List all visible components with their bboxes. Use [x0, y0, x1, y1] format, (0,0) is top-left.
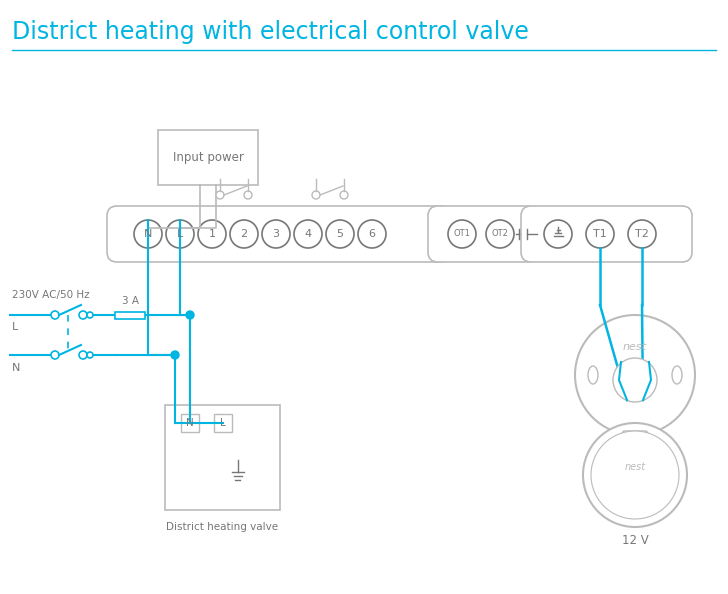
FancyBboxPatch shape: [165, 405, 280, 510]
Circle shape: [134, 220, 162, 248]
Text: District heating with electrical control valve: District heating with electrical control…: [12, 20, 529, 44]
Circle shape: [486, 220, 514, 248]
Text: L: L: [220, 418, 226, 428]
Circle shape: [262, 220, 290, 248]
Circle shape: [166, 220, 194, 248]
FancyBboxPatch shape: [428, 206, 537, 262]
FancyBboxPatch shape: [521, 206, 692, 262]
Circle shape: [583, 423, 687, 527]
Text: 4: 4: [304, 229, 312, 239]
Circle shape: [186, 311, 194, 319]
Circle shape: [87, 312, 93, 318]
Circle shape: [230, 220, 258, 248]
Text: 3 A: 3 A: [122, 296, 138, 306]
Circle shape: [51, 351, 59, 359]
Text: 230V AC/50 Hz: 230V AC/50 Hz: [12, 290, 90, 300]
Ellipse shape: [588, 366, 598, 384]
Text: 12 V: 12 V: [622, 533, 649, 546]
Circle shape: [628, 220, 656, 248]
Circle shape: [448, 220, 476, 248]
Circle shape: [216, 191, 224, 199]
Text: T2: T2: [635, 229, 649, 239]
Text: T1: T1: [593, 229, 607, 239]
FancyBboxPatch shape: [214, 414, 232, 432]
Circle shape: [244, 191, 252, 199]
Circle shape: [358, 220, 386, 248]
Circle shape: [79, 351, 87, 359]
Text: OT2: OT2: [491, 229, 508, 239]
Text: L: L: [177, 229, 183, 239]
FancyBboxPatch shape: [115, 311, 145, 318]
Circle shape: [591, 431, 679, 519]
Circle shape: [79, 311, 87, 319]
Text: N: N: [186, 418, 194, 428]
Ellipse shape: [672, 366, 682, 384]
Text: L: L: [12, 322, 18, 332]
Circle shape: [171, 351, 179, 359]
Text: 5: 5: [336, 229, 344, 239]
Text: N: N: [144, 229, 152, 239]
Text: 6: 6: [368, 229, 376, 239]
Circle shape: [294, 220, 322, 248]
Circle shape: [613, 358, 657, 402]
Circle shape: [198, 220, 226, 248]
Circle shape: [326, 220, 354, 248]
Circle shape: [586, 220, 614, 248]
FancyBboxPatch shape: [181, 414, 199, 432]
FancyBboxPatch shape: [622, 431, 648, 449]
Text: N: N: [12, 363, 20, 373]
FancyBboxPatch shape: [107, 206, 450, 262]
Circle shape: [312, 191, 320, 199]
Text: 3: 3: [272, 229, 280, 239]
Text: nest: nest: [623, 342, 647, 352]
Circle shape: [51, 311, 59, 319]
Text: District heating valve: District heating valve: [167, 522, 279, 532]
Circle shape: [87, 352, 93, 358]
Text: OT1: OT1: [454, 229, 470, 239]
Text: nest: nest: [625, 462, 646, 472]
Text: Input power: Input power: [173, 151, 243, 164]
Text: 1: 1: [208, 229, 215, 239]
Circle shape: [544, 220, 572, 248]
Circle shape: [340, 191, 348, 199]
Text: 2: 2: [240, 229, 248, 239]
FancyBboxPatch shape: [158, 130, 258, 185]
Circle shape: [575, 315, 695, 435]
